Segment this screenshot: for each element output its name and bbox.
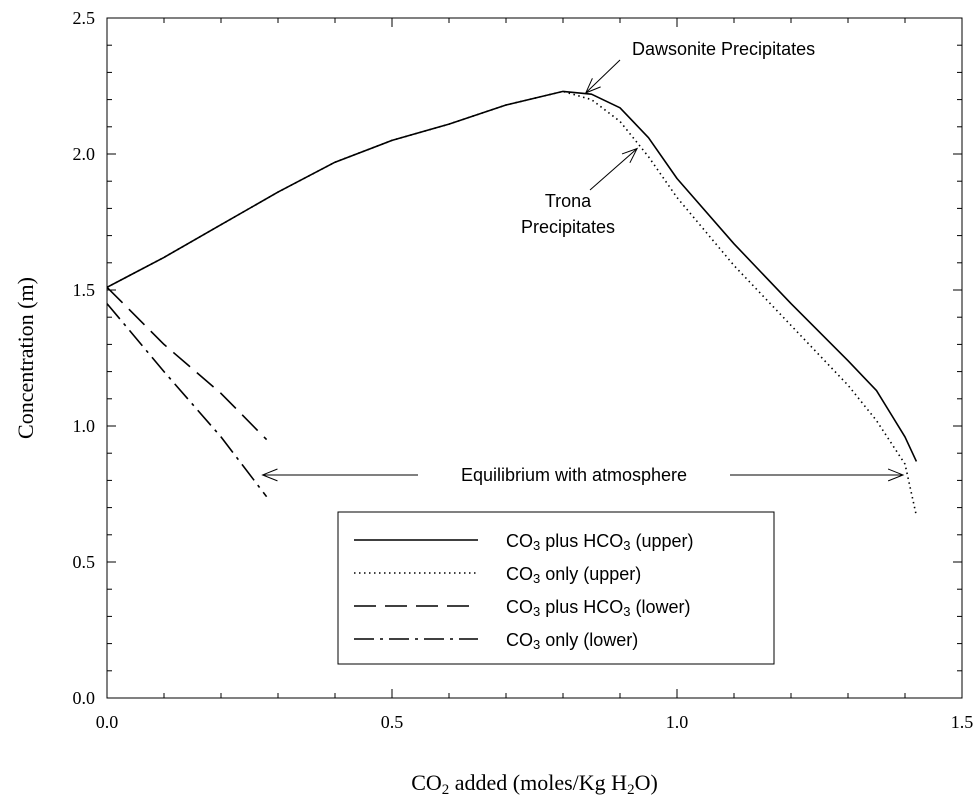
x-axis-label-subscript: 2 (442, 782, 450, 798)
legend-label-part: 3 (623, 538, 630, 553)
legend-label-part: (upper) (631, 531, 694, 551)
series-line-0 (106, 90, 918, 462)
plot-area-frame (106, 17, 963, 699)
legend-label-part: CO (506, 630, 533, 650)
legend: CO3 plus HCO3 (upper)CO3 only (upper)CO3… (337, 511, 775, 665)
series-group (106, 90, 918, 516)
y-tick-label: 2.0 (73, 144, 96, 164)
x-axis-label-subscript: 2 (627, 782, 635, 798)
x-axis-label-part: added (moles/Kg H (449, 770, 627, 795)
legend-label-part: CO (506, 531, 533, 551)
axis-ticks (106, 17, 963, 699)
y-tick-label: 2.5 (73, 8, 96, 28)
series-line-3 (106, 303, 268, 498)
tick-labels: 0.0 0.5 1.0 1.5 0.0 0.5 1.0 1.5 2.0 2.5 (73, 8, 974, 732)
legend-label-part: 3 (533, 571, 540, 586)
series-line-1 (106, 90, 918, 516)
legend-label-part: 3 (623, 604, 630, 619)
legend-box (337, 511, 775, 665)
x-axis-label-part: CO (411, 770, 442, 795)
legend-label-part: CO (506, 564, 533, 584)
trona-arrow (589, 148, 638, 191)
legend-label-part: 3 (533, 604, 540, 619)
equilibrium-arrow-right-head (887, 468, 905, 482)
legend-label-part: 3 (533, 538, 540, 553)
legend-label-0: CO3 plus HCO3 (upper) (506, 531, 694, 553)
trona-arrow-head (621, 147, 639, 164)
y-tick-label: 0.0 (73, 688, 96, 708)
x-tick-label: 0.0 (96, 712, 119, 732)
legend-label-part: only (lower) (540, 630, 638, 650)
legend-label-part: (lower) (631, 597, 691, 617)
annotation-trona-line1: Trona (545, 191, 592, 211)
x-tick-label: 0.5 (381, 712, 404, 732)
legend-label-1: CO3 only (upper) (506, 564, 641, 586)
x-tick-label: 1.5 (951, 712, 974, 732)
annotation-arrows (261, 59, 905, 482)
annotation-trona-line2: Precipitates (521, 217, 615, 237)
legend-label-part: 3 (533, 637, 540, 652)
y-tick-label: 0.5 (73, 552, 96, 572)
annotation-equilibrium: Equilibrium with atmosphere (461, 465, 687, 485)
equilibrium-arrow-left-head (261, 468, 278, 482)
dawsonite-arrow (585, 59, 621, 94)
legend-label-part: only (upper) (540, 564, 641, 584)
legend-label-part: plus HCO (540, 531, 623, 551)
series-line-2 (106, 286, 268, 441)
annotations: Dawsonite Precipitates Trona Precipitate… (261, 39, 905, 485)
legend-label-part: plus HCO (540, 597, 623, 617)
dawsonite-arrow-head (584, 78, 601, 94)
legend-label-2: CO3 plus HCO3 (lower) (506, 597, 691, 619)
y-axis-label: Concentration (m) (13, 277, 38, 439)
annotation-dawsonite: Dawsonite Precipitates (632, 39, 815, 59)
x-axis-label: CO2 added (moles/Kg H2O) (411, 770, 658, 798)
y-tick-label: 1.5 (73, 280, 96, 300)
y-tick-label: 1.0 (73, 416, 96, 436)
x-tick-label: 1.0 (666, 712, 689, 732)
legend-label-3: CO3 only (lower) (506, 630, 638, 652)
legend-label-part: CO (506, 597, 533, 617)
x-axis-label-part: O) (635, 770, 658, 795)
